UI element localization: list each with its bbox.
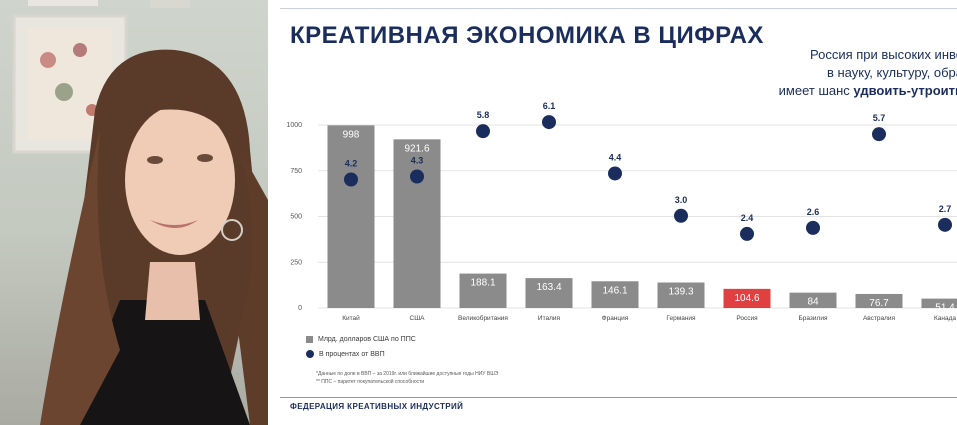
- x-category-label: Германия: [666, 315, 696, 322]
- y-tick-label: 1000: [286, 122, 302, 129]
- gdp-percent-label: 5.7: [873, 113, 886, 123]
- gdp-percent-dot: [872, 127, 886, 142]
- subtitle-line-1: Россия при высоких инве: [809, 47, 957, 62]
- bar: [393, 139, 441, 308]
- y-tick-label: 250: [290, 259, 302, 266]
- bar: [525, 278, 573, 308]
- x-category-label: Россия: [736, 315, 758, 322]
- slide-footer: ФЕДЕРАЦИЯ КРЕАТИВНЫХ ИНДУСТРИЙ: [290, 402, 464, 411]
- gdp-percent-dot: [674, 208, 688, 223]
- gdp-percent-label: 2.4: [741, 213, 754, 223]
- x-category-label: Франция: [602, 315, 629, 322]
- bar: [459, 273, 507, 308]
- gdp-percent-label: 5.8: [477, 110, 490, 120]
- y-tick-label: 500: [290, 214, 302, 221]
- creative-economy-chart: 0 250 500 750 1000 998 Китай 4.2 921.6 США 4.3 188.…: [286, 101, 957, 322]
- footer-divider: [280, 397, 957, 398]
- bar: [657, 282, 705, 308]
- x-category-label: США: [410, 315, 426, 322]
- bar: [921, 298, 957, 308]
- gdp-percent-dot: [542, 115, 556, 130]
- x-category-label: Великобритания: [458, 314, 508, 322]
- subtitle-line-3-bold: удвоить-утроить: [853, 83, 957, 98]
- top-divider: [280, 8, 957, 9]
- gdp-percent-label: 6.1: [543, 101, 556, 111]
- legend-dot-label: В процентах от ВВП: [319, 350, 385, 358]
- gdp-percent-dot: [410, 169, 424, 184]
- bar: [723, 288, 771, 308]
- x-category-label: Китай: [342, 314, 360, 322]
- subtitle-line-3-normal: имеет шанс: [778, 83, 854, 98]
- presentation-slide: КРЕАТИВНАЯ ЭКОНОМИКА В ЦИФРАХ Россия при…: [268, 0, 957, 425]
- legend-item-dots: В процентах от ВВП: [306, 348, 416, 360]
- bar-value-label: 51.4: [935, 303, 955, 314]
- x-category-label: Австралия: [863, 315, 896, 322]
- gdp-percent-label: 2.7: [939, 204, 952, 214]
- x-category-label: Канада: [934, 315, 956, 322]
- bar-value-label: 139.3: [668, 287, 693, 298]
- chart-legend: Млрд. долларов США по ППС В процентах от…: [306, 333, 416, 363]
- bar: [327, 125, 375, 308]
- gdp-percent-label: 4.4: [609, 152, 622, 162]
- x-category-label: Италия: [538, 315, 561, 322]
- footnote-2: ** ППС – паритет покупательской способно…: [316, 379, 425, 385]
- gdp-percent-dot: [344, 172, 358, 187]
- y-tick-label: 0: [298, 305, 302, 312]
- x-category-label: Бразилия: [799, 315, 828, 322]
- legend-bar-swatch: [306, 335, 313, 343]
- bar-value-label: 104.6: [734, 293, 759, 304]
- bar-value-label: 921.6: [404, 143, 429, 154]
- bar: [855, 293, 903, 308]
- slide-subtitle: Россия при высоких инве в науку, культур…: [703, 46, 957, 100]
- gdp-percent-dot: [608, 166, 622, 181]
- gdp-percent-label: 3.0: [675, 195, 688, 205]
- gdp-percent-label: 2.6: [807, 207, 820, 217]
- legend-dot-swatch: [306, 350, 314, 358]
- bar: [591, 281, 639, 308]
- legend-bar-label: Млрд. долларов США по ППС: [318, 335, 416, 343]
- bar-value-label: 76.7: [869, 298, 889, 309]
- subtitle-line-2: в науку, культуру, обра: [826, 65, 957, 80]
- bar-value-label: 188.1: [470, 278, 495, 289]
- chart-footnotes: *Данные по доле в ВВП – за 2019г. или бл…: [316, 370, 498, 386]
- gdp-percent-dot: [806, 220, 820, 235]
- gdp-percent-dot: [740, 226, 754, 241]
- gdp-percent-dot: [476, 124, 490, 139]
- bar-value-label: 998: [343, 129, 360, 140]
- y-tick-label: 750: [290, 168, 302, 175]
- bar: [789, 292, 837, 308]
- subtitle-line-3: имеет шанс удвоить-утроить: [703, 82, 957, 100]
- presenter-image: [12, 0, 268, 425]
- gdp-percent-label: 4.2: [345, 159, 358, 169]
- slide-title: КРЕАТИВНАЯ ЭКОНОМИКА В ЦИФРАХ: [290, 22, 764, 49]
- legend-item-bars: Млрд. долларов США по ППС: [306, 333, 416, 345]
- footnote-1: *Данные по доле в ВВП – за 2019г. или бл…: [316, 371, 499, 377]
- bar-value-label: 163.4: [536, 282, 561, 293]
- gdp-percent-dot: [938, 217, 952, 232]
- gdp-percent-label: 4.3: [411, 155, 424, 165]
- bar-value-label: 146.1: [602, 285, 627, 296]
- webcam-video: [0, 0, 268, 425]
- bar-value-label: 84: [807, 297, 819, 308]
